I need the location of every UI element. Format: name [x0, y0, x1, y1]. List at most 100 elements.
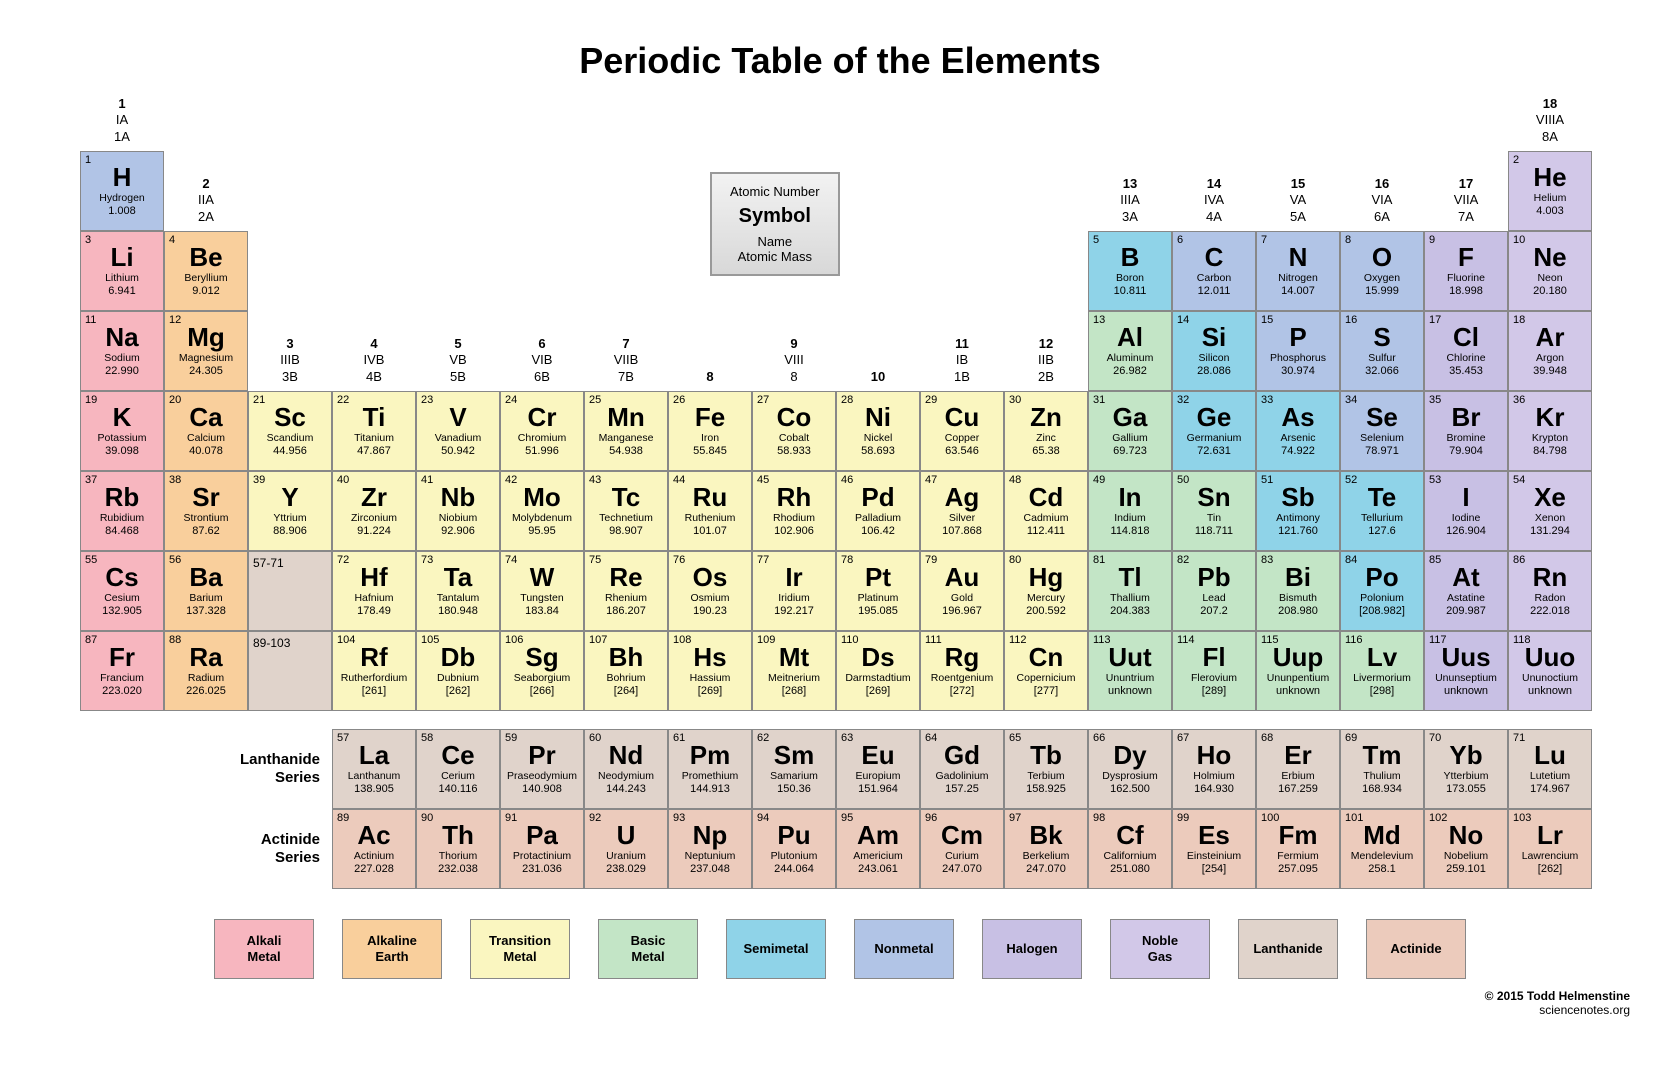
atomic-number: 105 — [421, 634, 439, 646]
element-name: Dysprosium — [1091, 770, 1169, 782]
atomic-number: 99 — [1177, 812, 1189, 824]
element-name: Roentgenium — [923, 672, 1001, 684]
element-symbol: Cd — [1007, 484, 1085, 510]
element-Cf: 98CfCalifornium251.080 — [1088, 809, 1172, 889]
atomic-number: 4 — [169, 234, 175, 246]
element-Uup: 115UupUnunpentiumunknown — [1256, 631, 1340, 711]
atomic-number: 80 — [1009, 554, 1021, 566]
element-symbol: Tb — [1007, 742, 1085, 768]
element-Ce: 58CeCerium140.116 — [416, 729, 500, 809]
element-name: Gold — [923, 592, 1001, 604]
group-header-13: 13IIIA3A — [1088, 172, 1172, 231]
element-symbol: Am — [839, 822, 917, 848]
element-name: Praseodymium — [503, 770, 581, 782]
atomic-mass: 137.328 — [167, 605, 245, 617]
element-name: Vanadium — [419, 432, 497, 444]
atomic-mass: 259.101 — [1427, 863, 1505, 875]
group-header-2: 2IIA2A — [164, 172, 248, 231]
atomic-number: 88 — [169, 634, 181, 646]
element-symbol: Kr — [1511, 404, 1589, 430]
element-Ru: 44RuRuthenium101.07 — [668, 471, 752, 551]
element-name: Magnesium — [167, 352, 245, 364]
element-symbol: Fm — [1259, 822, 1337, 848]
element-name: Einsteinium — [1175, 850, 1253, 862]
element-Fe: 26FeIron55.845 — [668, 391, 752, 471]
atomic-number: 83 — [1261, 554, 1273, 566]
element-symbol: O — [1343, 244, 1421, 270]
element-Cd: 48CdCadmium112.411 — [1004, 471, 1088, 551]
element-symbol: S — [1343, 324, 1421, 350]
legend-lanthanide: Lanthanide — [1238, 919, 1338, 979]
atomic-number: 41 — [421, 474, 433, 486]
element-symbol: La — [335, 742, 413, 768]
element-U: 92UUranium238.029 — [584, 809, 668, 889]
element-name: Tin — [1175, 512, 1253, 524]
atomic-number: 54 — [1513, 474, 1525, 486]
atomic-number: 10 — [1513, 234, 1525, 246]
element-name: Cerium — [419, 770, 497, 782]
element-name: Carbon — [1175, 272, 1253, 284]
atomic-mass: 51.996 — [503, 445, 581, 457]
element-Cm: 96CmCurium247.070 — [920, 809, 1004, 889]
element-symbol: Co — [755, 404, 833, 430]
element-symbol: Sc — [251, 404, 329, 430]
element-symbol: Ni — [839, 404, 917, 430]
footer-copyright: © 2015 Todd Helmenstine — [1485, 989, 1630, 1003]
element-La: 57LaLanthanum138.905 — [332, 729, 416, 809]
atomic-mass: [262] — [419, 685, 497, 697]
atomic-number: 85 — [1429, 554, 1441, 566]
element-Lr: 103LrLawrencium[262] — [1508, 809, 1592, 889]
element-W: 74WTungsten183.84 — [500, 551, 584, 631]
element-symbol: Hg — [1007, 564, 1085, 590]
legend-alkali: AlkaliMetal — [214, 919, 314, 979]
atomic-number: 28 — [841, 394, 853, 406]
element-At: 85AtAstatine209.987 — [1424, 551, 1508, 631]
element-Ta: 73TaTantalum180.948 — [416, 551, 500, 631]
atomic-mass: 127.6 — [1343, 525, 1421, 537]
element-name: Technetium — [587, 512, 665, 524]
atomic-mass: 208.980 — [1259, 605, 1337, 617]
atomic-mass: [269] — [839, 685, 917, 697]
atomic-number: 42 — [505, 474, 517, 486]
element-symbol: Mo — [503, 484, 581, 510]
element-He: 2HeHelium4.003 — [1508, 151, 1592, 231]
atomic-mass: 186.207 — [587, 605, 665, 617]
element-Pb: 82PbLead207.2 — [1172, 551, 1256, 631]
lanthanide-label: LanthanideSeries — [164, 729, 332, 809]
element-Sg: 106SgSeaborgium[266] — [500, 631, 584, 711]
atomic-mass: 58.933 — [755, 445, 833, 457]
element-Rg: 111RgRoentgenium[272] — [920, 631, 1004, 711]
atomic-number: 84 — [1345, 554, 1357, 566]
atomic-mass: 173.055 — [1427, 783, 1505, 795]
element-name: Livermorium — [1343, 672, 1421, 684]
atomic-mass: 20.180 — [1511, 285, 1589, 297]
atomic-number: 2 — [1513, 154, 1519, 166]
element-Se: 34SeSelenium78.971 — [1340, 391, 1424, 471]
element-Bi: 83BiBismuth208.980 — [1256, 551, 1340, 631]
element-Db: 105DbDubnium[262] — [416, 631, 500, 711]
element-symbol: Ho — [1175, 742, 1253, 768]
element-symbol: As — [1259, 404, 1337, 430]
atomic-number: 118 — [1513, 634, 1531, 646]
element-Ds: 110DsDarmstadtium[269] — [836, 631, 920, 711]
element-Yb: 70YbYtterbium173.055 — [1424, 729, 1508, 809]
atomic-mass: 26.982 — [1091, 365, 1169, 377]
atomic-number: 68 — [1261, 732, 1273, 744]
element-name: Strontium — [167, 512, 245, 524]
element-name: Nickel — [839, 432, 917, 444]
atomic-mass: 196.967 — [923, 605, 1001, 617]
atomic-mass: 92.906 — [419, 525, 497, 537]
element-symbol: Mn — [587, 404, 665, 430]
element-Mn: 25MnManganese54.938 — [584, 391, 668, 471]
atomic-number: 50 — [1177, 474, 1189, 486]
element-name: Ruthenium — [671, 512, 749, 524]
element-C: 6CCarbon12.011 — [1172, 231, 1256, 311]
element-Uut: 113UutUnuntriumunknown — [1088, 631, 1172, 711]
atomic-number: 23 — [421, 394, 433, 406]
atomic-mass: 69.723 — [1091, 445, 1169, 457]
element-name: Californium — [1091, 850, 1169, 862]
atomic-mass: 151.964 — [839, 783, 917, 795]
atomic-number: 7 — [1261, 234, 1267, 246]
atomic-mass: 84.798 — [1511, 445, 1589, 457]
element-In: 49InIndium114.818 — [1088, 471, 1172, 551]
